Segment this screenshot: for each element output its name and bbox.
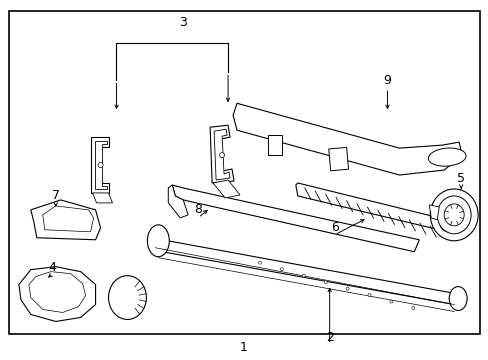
Ellipse shape — [302, 274, 305, 277]
Polygon shape — [172, 185, 419, 252]
Ellipse shape — [429, 189, 477, 241]
Text: 8: 8 — [194, 203, 202, 216]
Ellipse shape — [438, 210, 456, 232]
Ellipse shape — [219, 153, 224, 158]
Ellipse shape — [448, 287, 466, 310]
Polygon shape — [428, 205, 438, 220]
Polygon shape — [152, 230, 460, 305]
Text: 9: 9 — [383, 74, 390, 87]
Ellipse shape — [280, 268, 283, 271]
Text: 3: 3 — [179, 16, 187, 29]
Ellipse shape — [427, 148, 465, 166]
Polygon shape — [31, 200, 101, 240]
Polygon shape — [210, 125, 234, 183]
Ellipse shape — [436, 196, 470, 234]
Polygon shape — [94, 141, 106, 189]
Ellipse shape — [443, 204, 463, 226]
Ellipse shape — [411, 306, 414, 310]
Polygon shape — [90, 137, 108, 193]
Polygon shape — [233, 103, 461, 175]
Text: 5: 5 — [456, 171, 464, 185]
Polygon shape — [92, 193, 112, 203]
Ellipse shape — [98, 163, 103, 167]
Polygon shape — [19, 267, 95, 321]
Text: 2: 2 — [325, 331, 333, 344]
Ellipse shape — [324, 280, 326, 284]
Polygon shape — [214, 129, 229, 180]
Polygon shape — [213, 180, 240, 198]
Text: 6: 6 — [330, 221, 338, 234]
Polygon shape — [29, 272, 85, 312]
Ellipse shape — [346, 287, 348, 290]
Ellipse shape — [147, 225, 169, 257]
Ellipse shape — [108, 276, 146, 319]
Polygon shape — [168, 185, 188, 218]
Bar — [267, 135, 281, 155]
Polygon shape — [295, 183, 447, 230]
Polygon shape — [42, 206, 93, 232]
Ellipse shape — [389, 300, 392, 303]
Text: 4: 4 — [49, 261, 57, 274]
Ellipse shape — [367, 293, 370, 297]
Ellipse shape — [258, 261, 261, 264]
Text: 7: 7 — [52, 189, 60, 202]
Bar — [328, 147, 348, 171]
Text: 1: 1 — [240, 341, 247, 354]
